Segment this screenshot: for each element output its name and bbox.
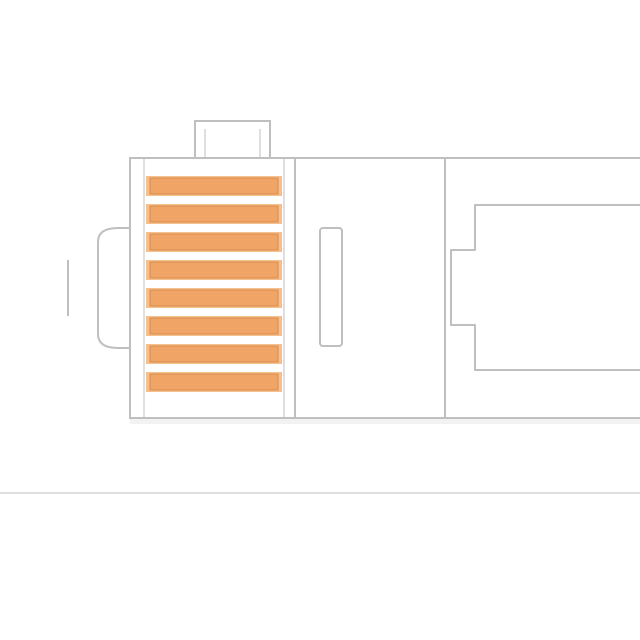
pin-5 [150, 290, 278, 306]
pin-3 [150, 234, 278, 250]
release-clip [98, 228, 130, 348]
pin-4 [150, 262, 278, 278]
top-tab [195, 121, 270, 158]
pin-6 [150, 318, 278, 334]
latch-slot [320, 228, 342, 346]
pin-7 [150, 346, 278, 362]
pin-1 [150, 178, 278, 194]
plug-mid [295, 158, 445, 418]
pin-8 [150, 374, 278, 390]
pin-2 [150, 206, 278, 222]
rj45-connector-diagram [0, 0, 640, 640]
socket-cutout [451, 205, 640, 370]
